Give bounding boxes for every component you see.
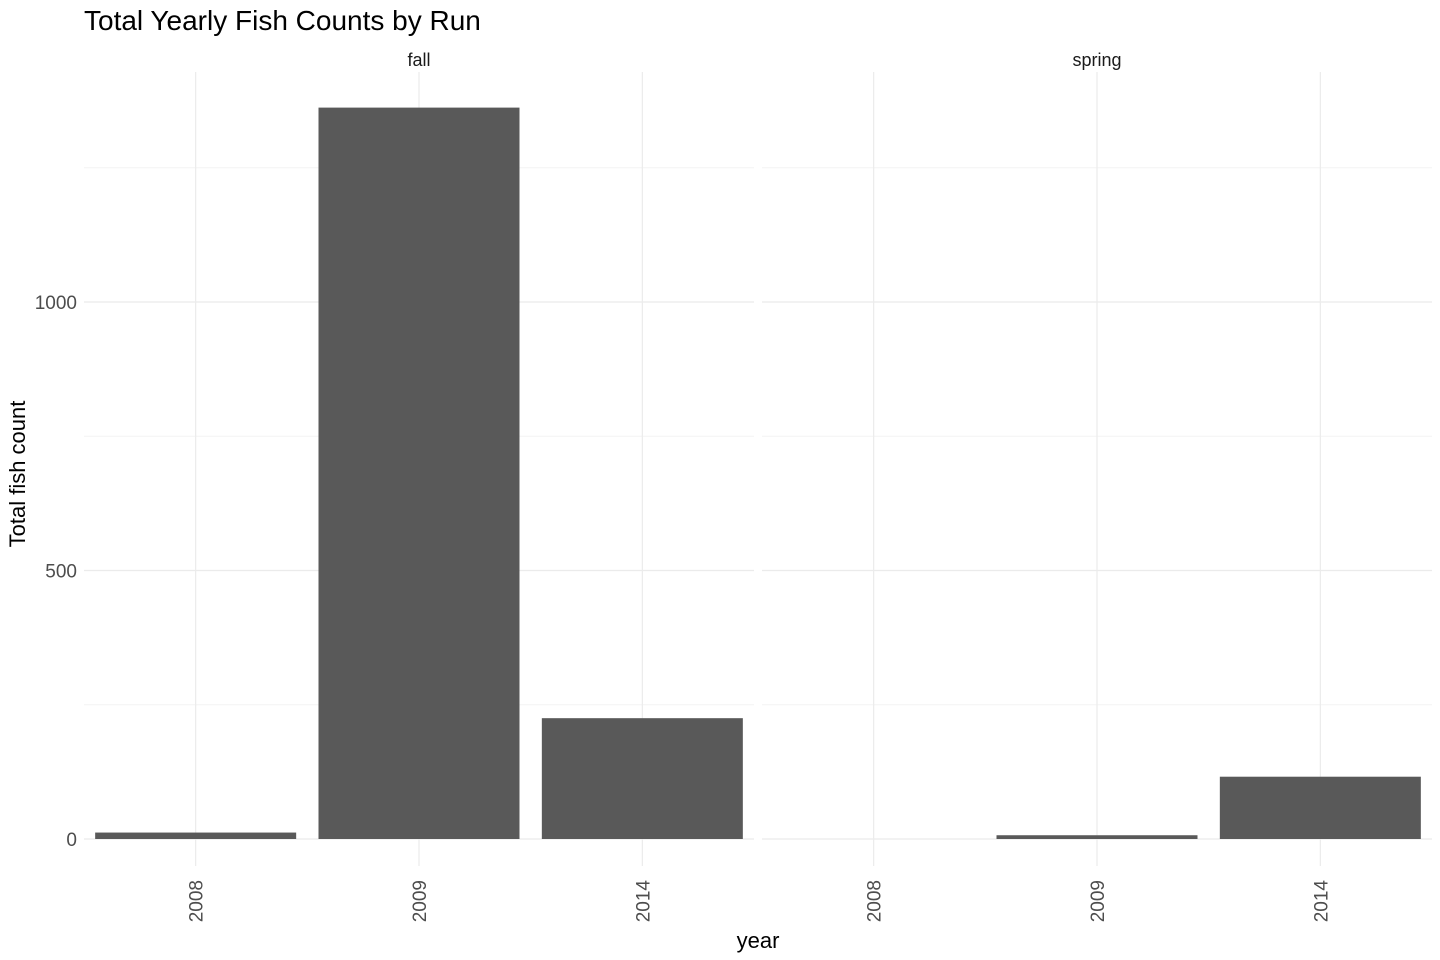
bar-spring-2014 <box>1219 776 1421 839</box>
facet-panel-fall: fall 2008 2009 2014 <box>84 50 754 922</box>
bar-spring-2009 <box>996 835 1198 839</box>
facet-strip-label: spring <box>1072 50 1121 70</box>
y-tick-label: 0 <box>66 830 77 851</box>
x-tick-label: 2014 <box>633 880 654 923</box>
x-tick-label: 2008 <box>865 880 886 922</box>
x-tick-label: 2009 <box>410 880 431 922</box>
facet-panel-spring: spring 2008 2009 2014 <box>762 50 1432 922</box>
x-tick-label: 2008 <box>187 880 208 922</box>
bar-fall-2008 <box>95 832 297 839</box>
y-axis-title: Total fish count <box>5 401 30 548</box>
chart-title: Total Yearly Fish Counts by Run <box>84 5 481 36</box>
y-tick-label: 500 <box>45 562 77 583</box>
x-tick-label: 2009 <box>1088 880 1109 922</box>
bar-fall-2009 <box>318 107 520 839</box>
facet-strip-label: fall <box>407 50 430 70</box>
y-tick-label: 1000 <box>35 293 77 314</box>
x-tick-label: 2014 <box>1311 880 1332 923</box>
bar-fall-2014 <box>541 718 743 839</box>
x-axis-title: year <box>737 928 780 953</box>
